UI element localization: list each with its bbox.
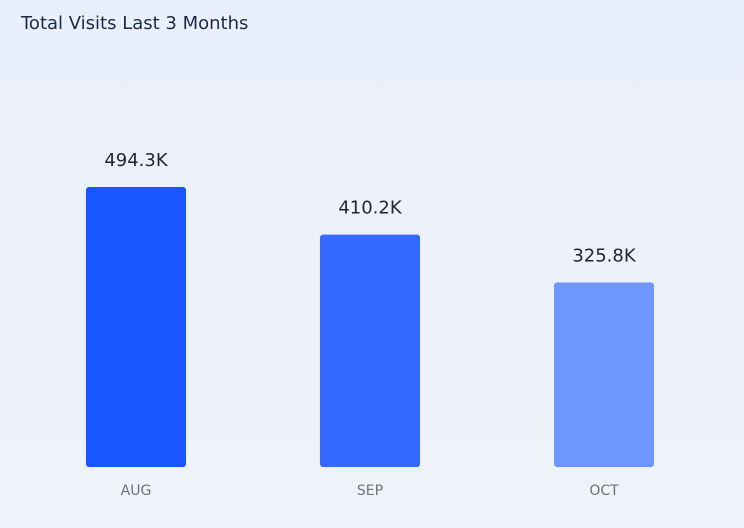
- value-label: 410.2K: [338, 198, 403, 219]
- bar: [86, 187, 186, 467]
- x-tick-label: SEP: [357, 483, 383, 499]
- bar: [320, 234, 420, 467]
- value-label: 494.3K: [104, 150, 169, 171]
- x-tick-label: AUG: [121, 483, 152, 499]
- x-tick-label: OCT: [589, 483, 619, 499]
- chart-title: Total Visits Last 3 Months: [20, 13, 248, 34]
- value-label: 325.8K: [572, 245, 637, 266]
- bar: [554, 282, 654, 467]
